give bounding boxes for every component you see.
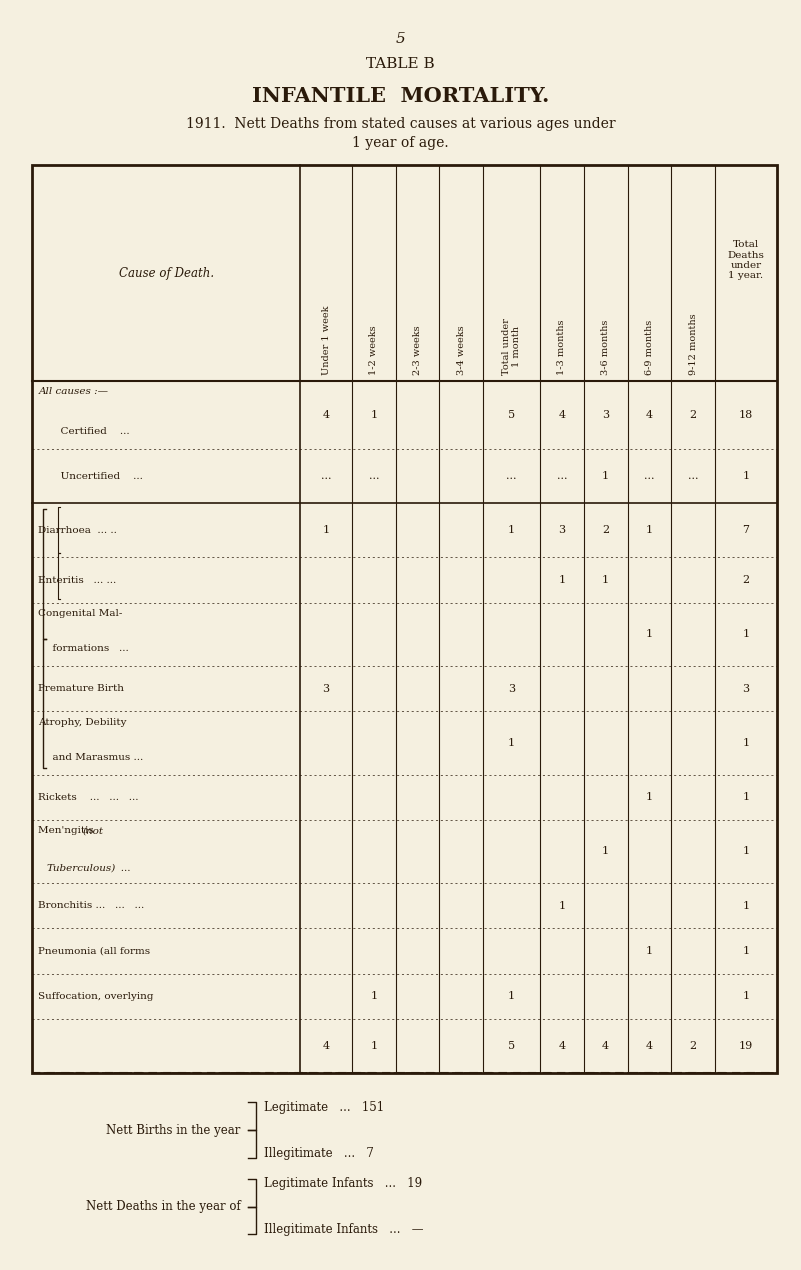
Text: 1: 1 <box>508 992 515 1001</box>
Text: 1: 1 <box>743 847 750 856</box>
Text: 4: 4 <box>323 410 330 420</box>
Text: ...: ... <box>644 471 654 481</box>
Text: Under 1 week: Under 1 week <box>322 305 331 375</box>
Text: 7: 7 <box>743 526 750 535</box>
Text: Premature Birth: Premature Birth <box>38 685 124 693</box>
Text: 1: 1 <box>743 792 750 803</box>
Text: 1: 1 <box>602 575 610 585</box>
Text: ...: ... <box>688 471 698 481</box>
Text: 2: 2 <box>690 1041 697 1052</box>
Text: 1: 1 <box>323 526 330 535</box>
Text: 4: 4 <box>646 410 653 420</box>
Text: Congenital Mal-: Congenital Mal- <box>38 610 123 618</box>
Text: 1: 1 <box>508 526 515 535</box>
Text: Tuberculous): Tuberculous) <box>46 864 115 872</box>
Text: 1: 1 <box>602 847 610 856</box>
Text: Cause of Death.: Cause of Death. <box>119 267 214 279</box>
Text: 1: 1 <box>646 630 653 639</box>
Text: ...: ... <box>557 471 567 481</box>
Text: 1: 1 <box>743 992 750 1001</box>
Text: Illegitimate   ...   7: Illegitimate ... 7 <box>264 1147 374 1160</box>
Text: 1-3 months: 1-3 months <box>557 319 566 375</box>
Text: Uncertified    ...: Uncertified ... <box>54 471 143 480</box>
Text: 9-12 months: 9-12 months <box>689 312 698 375</box>
Text: Suffocation, overlying: Suffocation, overlying <box>38 992 154 1001</box>
Text: 1: 1 <box>558 575 566 585</box>
Text: 4: 4 <box>558 410 566 420</box>
Text: 1: 1 <box>743 946 750 956</box>
Text: Men'ngitis: Men'ngitis <box>38 827 98 836</box>
Text: 3: 3 <box>558 526 566 535</box>
Text: 1 year of age.: 1 year of age. <box>352 136 449 150</box>
Text: 1: 1 <box>743 738 750 748</box>
Text: Atrophy, Debility: Atrophy, Debility <box>38 718 127 726</box>
Text: 3: 3 <box>743 683 750 693</box>
Text: Illegitimate Infants   ...   —: Illegitimate Infants ... — <box>264 1223 424 1236</box>
Text: Rickets    ...   ...   ...: Rickets ... ... ... <box>38 792 139 801</box>
Text: 4: 4 <box>602 1041 610 1052</box>
Text: ...: ... <box>321 471 332 481</box>
Text: 3-6 months: 3-6 months <box>602 319 610 375</box>
Text: Bronchitis ...   ...   ...: Bronchitis ... ... ... <box>38 902 145 911</box>
Text: 5: 5 <box>508 1041 515 1052</box>
Text: 1: 1 <box>646 946 653 956</box>
Text: 3-4 weeks: 3-4 weeks <box>457 325 466 375</box>
Text: TABLE B: TABLE B <box>366 57 435 71</box>
Text: 1: 1 <box>743 630 750 639</box>
Text: 3: 3 <box>508 683 515 693</box>
Text: ...: ... <box>111 864 130 872</box>
Text: 1: 1 <box>370 410 377 420</box>
Text: 2: 2 <box>690 410 697 420</box>
Text: Nett Deaths in the year of: Nett Deaths in the year of <box>86 1200 240 1213</box>
Text: 2: 2 <box>743 575 750 585</box>
Text: 2-3 weeks: 2-3 weeks <box>413 325 422 375</box>
Text: 1911.  Nett Deaths from stated causes at various ages under: 1911. Nett Deaths from stated causes at … <box>186 117 615 131</box>
Text: 19: 19 <box>739 1041 753 1052</box>
Text: Enteritis   ... ...: Enteritis ... ... <box>38 575 117 584</box>
Text: 1: 1 <box>370 1041 377 1052</box>
Text: Legitimate   ...   151: Legitimate ... 151 <box>264 1101 384 1114</box>
Text: 1-2 weeks: 1-2 weeks <box>369 325 378 375</box>
Text: 1: 1 <box>743 471 750 481</box>
Text: Total under
1 month: Total under 1 month <box>502 318 521 375</box>
Text: 4: 4 <box>323 1041 330 1052</box>
Text: 3: 3 <box>323 683 330 693</box>
Text: Certified    ...: Certified ... <box>54 427 130 436</box>
Text: 1: 1 <box>602 471 610 481</box>
Text: (not: (not <box>83 827 103 836</box>
Text: 6-9 months: 6-9 months <box>645 319 654 375</box>
Text: formations   ...: formations ... <box>46 644 129 653</box>
Text: 4: 4 <box>558 1041 566 1052</box>
Text: 5: 5 <box>396 32 405 46</box>
Text: Diarrhoea  ... ..: Diarrhoea ... .. <box>38 526 117 535</box>
Text: 5: 5 <box>508 410 515 420</box>
Text: 1: 1 <box>646 526 653 535</box>
Text: INFANTILE  MORTALITY.: INFANTILE MORTALITY. <box>252 86 549 107</box>
Text: Legitimate Infants   ...   19: Legitimate Infants ... 19 <box>264 1177 422 1190</box>
Text: 1: 1 <box>508 738 515 748</box>
Text: 4: 4 <box>646 1041 653 1052</box>
Text: 18: 18 <box>739 410 753 420</box>
Text: Total
Deaths
under
1 year.: Total Deaths under 1 year. <box>727 240 764 281</box>
Text: ...: ... <box>368 471 379 481</box>
Text: and Marasmus ...: and Marasmus ... <box>46 753 143 762</box>
Text: All causes :—: All causes :— <box>38 387 108 396</box>
Text: 1: 1 <box>370 992 377 1001</box>
Text: 1: 1 <box>558 900 566 911</box>
Text: 1: 1 <box>743 900 750 911</box>
Text: Pneumonia (all forms: Pneumonia (all forms <box>38 946 151 955</box>
Text: Nett Births in the year: Nett Births in the year <box>106 1124 240 1137</box>
Text: ...: ... <box>506 471 517 481</box>
Text: 1: 1 <box>646 792 653 803</box>
Text: 3: 3 <box>602 410 610 420</box>
Text: 2: 2 <box>602 526 610 535</box>
